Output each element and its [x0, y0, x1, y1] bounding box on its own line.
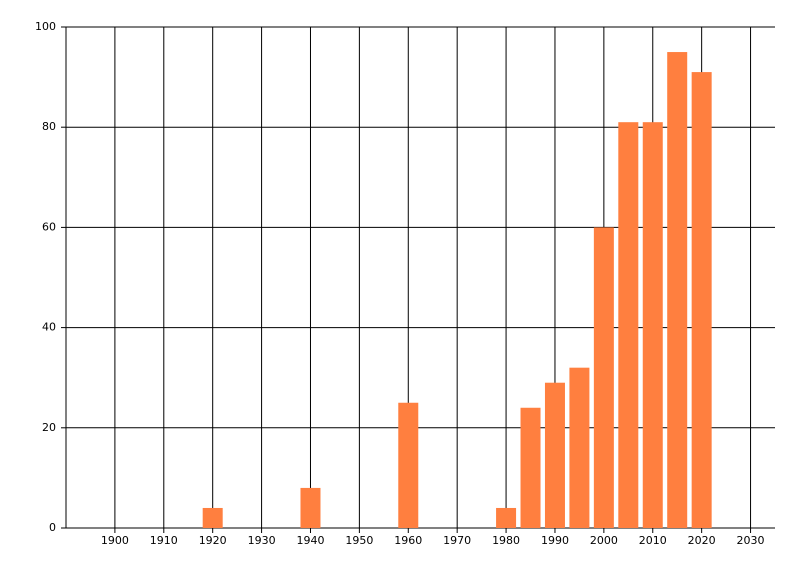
x-tick-label: 1950: [345, 534, 373, 547]
x-tick-label: 2000: [590, 534, 618, 547]
x-tick-label: 1920: [199, 534, 227, 547]
x-tick-label: 1970: [443, 534, 471, 547]
bar: [202, 507, 223, 528]
x-tick-label: 2010: [639, 534, 667, 547]
bar: [618, 122, 639, 528]
x-tick-label: 1910: [150, 534, 178, 547]
y-tick-label: 40: [42, 321, 56, 334]
x-tick-label: 1940: [296, 534, 324, 547]
x-tick-label: 2030: [737, 534, 765, 547]
x-tick-label: 1900: [101, 534, 129, 547]
y-tick-label: 100: [35, 20, 56, 33]
x-tick-label: 1980: [492, 534, 520, 547]
x-tick-label: 1930: [248, 534, 276, 547]
bar: [520, 407, 541, 528]
y-tick-label: 80: [42, 120, 56, 133]
y-tick-label: 60: [42, 220, 56, 233]
bar: [544, 382, 565, 528]
bar: [667, 52, 688, 529]
x-tick-label: 1960: [394, 534, 422, 547]
bar: [642, 122, 663, 528]
bar: [569, 367, 590, 528]
bar: [593, 227, 614, 528]
x-tick-label: 2020: [688, 534, 716, 547]
y-tick-label: 0: [49, 521, 56, 534]
x-tick-label: 1990: [541, 534, 569, 547]
bar: [300, 487, 321, 528]
bar: [496, 507, 517, 528]
bar: [398, 402, 419, 528]
y-tick-label: 20: [42, 421, 56, 434]
bar: [691, 72, 712, 528]
